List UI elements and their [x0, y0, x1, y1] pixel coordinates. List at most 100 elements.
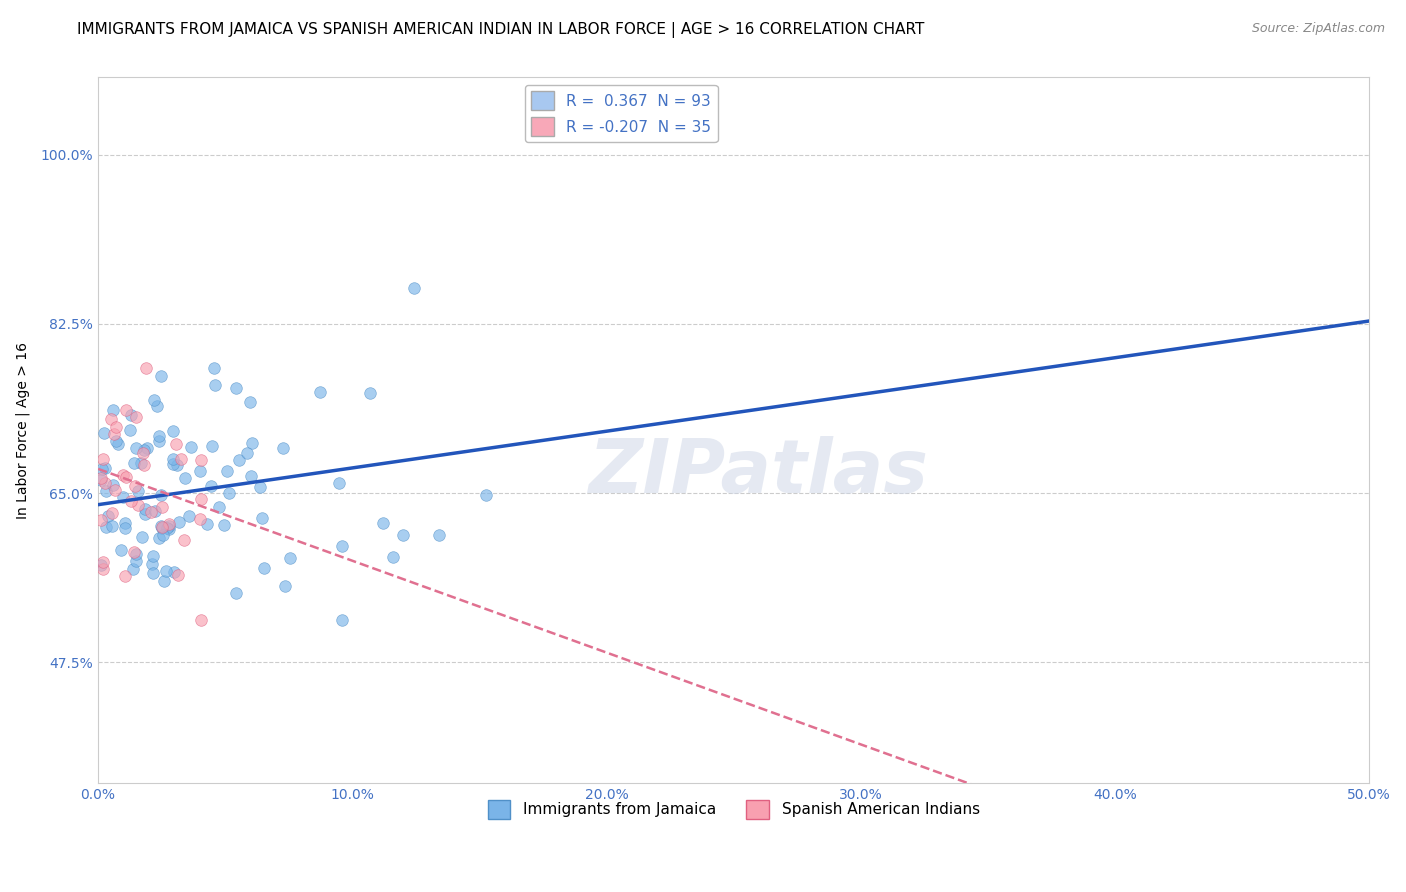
Point [392, 527, 415, 541]
Point [155, 564, 177, 578]
Point [157, 519, 180, 533]
Point [240, 469, 263, 483]
Point [332, 613, 354, 627]
Point [249, 480, 271, 494]
Point [239, 394, 262, 409]
Point [404, 281, 426, 295]
Point [225, 586, 247, 600]
Point [475, 488, 498, 502]
Point [150, 488, 173, 502]
Point [167, 567, 190, 582]
Point [105, 420, 128, 434]
Point [90, 558, 112, 572]
Point [188, 512, 211, 526]
Point [208, 500, 231, 515]
Point [134, 443, 156, 458]
Point [157, 522, 180, 536]
Point [93, 425, 115, 440]
Point [90, 474, 112, 488]
Point [427, 528, 450, 542]
Point [91, 562, 114, 576]
Point [141, 557, 163, 571]
Point [90, 471, 112, 485]
Text: ZIPatlas: ZIPatlas [589, 436, 929, 509]
Point [195, 517, 218, 532]
Point [180, 441, 202, 455]
Point [148, 531, 170, 545]
Point [225, 381, 247, 395]
Point [114, 516, 136, 530]
Point [134, 502, 156, 516]
Point [120, 408, 142, 422]
Point [115, 470, 138, 484]
Point [101, 403, 124, 417]
Point [127, 483, 149, 498]
Point [112, 468, 135, 483]
Text: Source: ZipAtlas.com: Source: ZipAtlas.com [1251, 22, 1385, 36]
Point [134, 508, 156, 522]
Point [359, 385, 381, 400]
Point [150, 521, 173, 535]
Point [132, 446, 155, 460]
Point [271, 441, 294, 455]
Point [110, 543, 132, 558]
Point [125, 409, 148, 424]
Point [114, 569, 136, 583]
Point [94, 476, 117, 491]
Point [153, 574, 176, 588]
Point [330, 539, 353, 553]
Point [135, 441, 157, 455]
Point [149, 368, 172, 383]
Point [142, 393, 165, 408]
Point [94, 483, 117, 498]
Text: IMMIGRANTS FROM JAMAICA VS SPANISH AMERICAN INDIAN IN LABOR FORCE | AGE > 16 COR: IMMIGRANTS FROM JAMAICA VS SPANISH AMERI… [77, 22, 925, 38]
Point [142, 549, 165, 563]
Point [156, 521, 179, 535]
Point [129, 457, 152, 471]
Point [115, 403, 138, 417]
Point [162, 425, 184, 439]
Point [236, 445, 259, 459]
Point [148, 429, 170, 443]
Point [145, 399, 167, 413]
Point [170, 451, 193, 466]
Point [124, 479, 146, 493]
Point [217, 464, 239, 478]
Point [157, 517, 180, 532]
Point [91, 462, 114, 476]
Point [162, 457, 184, 471]
Point [190, 613, 212, 627]
Point [167, 515, 190, 529]
Point [190, 453, 212, 467]
Point [124, 441, 146, 455]
Point [131, 530, 153, 544]
Point [240, 435, 263, 450]
Point [382, 549, 405, 564]
Point [253, 561, 276, 575]
Point [173, 471, 195, 485]
Point [274, 579, 297, 593]
Point [90, 513, 112, 527]
Point [94, 461, 117, 475]
Point [179, 509, 201, 524]
Point [228, 453, 250, 467]
Point [166, 458, 188, 472]
Point [101, 519, 124, 533]
Point [204, 378, 226, 392]
Point [120, 494, 142, 508]
Legend: Immigrants from Jamaica, Spanish American Indians: Immigrants from Jamaica, Spanish America… [481, 794, 986, 825]
Point [91, 451, 114, 466]
Point [250, 510, 273, 524]
Point [104, 483, 127, 497]
Point [142, 566, 165, 580]
Y-axis label: In Labor Force | Age > 16: In Labor Force | Age > 16 [15, 342, 30, 519]
Point [150, 520, 173, 534]
Point [111, 490, 134, 504]
Point [100, 411, 122, 425]
Point [278, 551, 301, 566]
Point [132, 458, 155, 472]
Point [371, 516, 394, 531]
Point [139, 506, 162, 520]
Point [122, 545, 145, 559]
Point [124, 547, 146, 561]
